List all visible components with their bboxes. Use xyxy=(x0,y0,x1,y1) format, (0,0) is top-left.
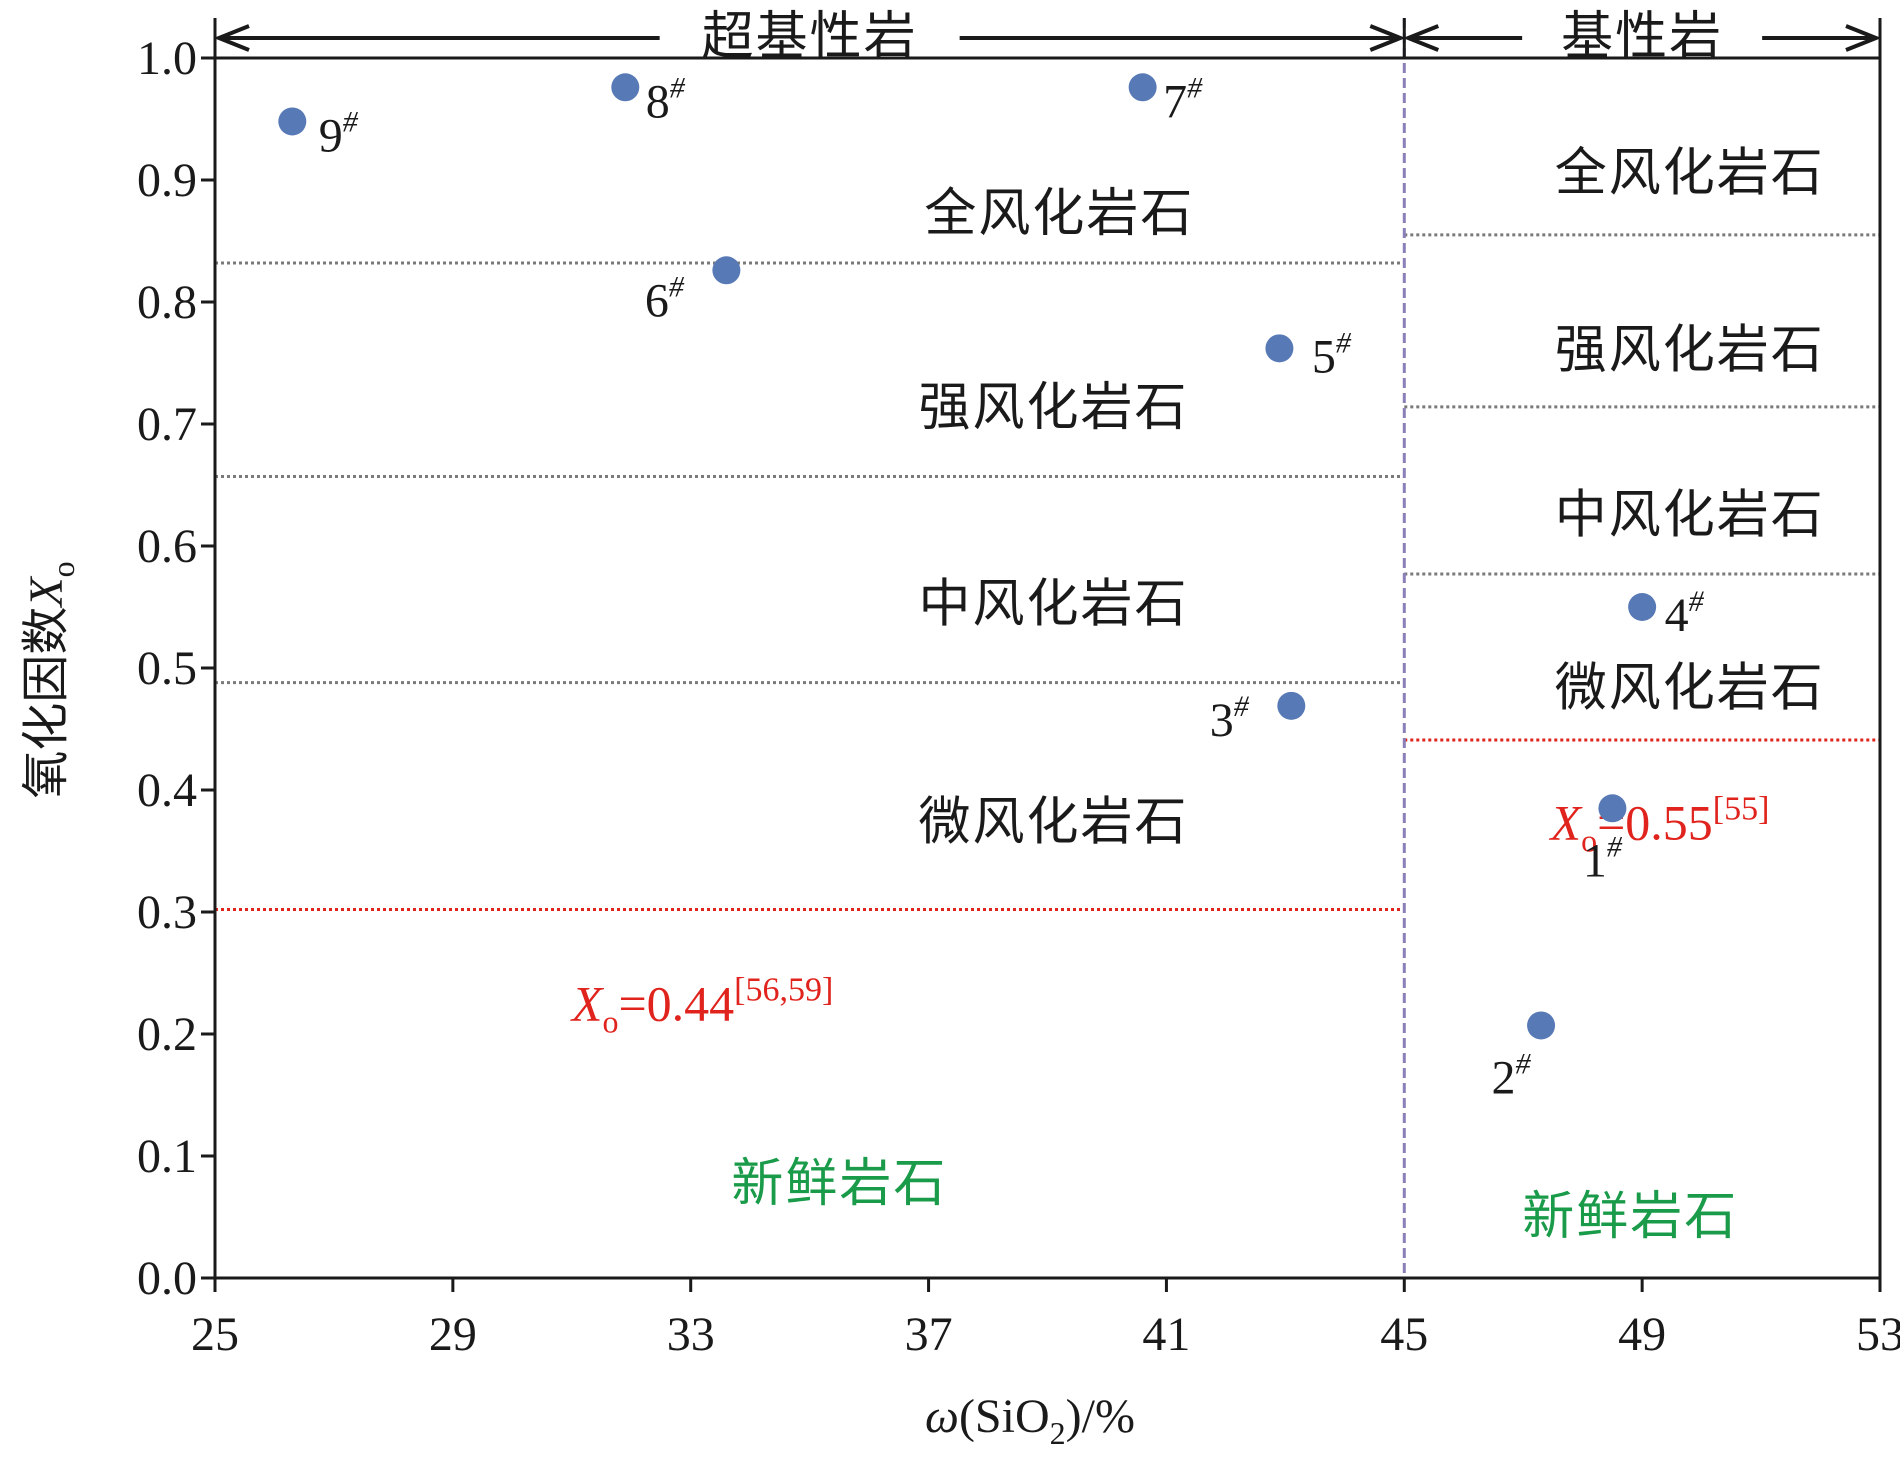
x-tick-label-45: 45 xyxy=(1380,1308,1428,1361)
group-arrowhead-left-1 xyxy=(213,24,250,52)
weathering-zone-label-3: 中风化岩石 xyxy=(918,574,1188,634)
y-axis-title: 氧化因数Xo xyxy=(20,561,81,798)
weathering-zone-label-1: 全风化岩石 xyxy=(924,184,1194,244)
x-axis-title: ω(SiO2)/% xyxy=(925,1390,1135,1451)
x-tick-label-33: 33 xyxy=(667,1308,715,1361)
y-tick-label-0.9: 0.9 xyxy=(137,154,197,207)
data-point-5 xyxy=(1265,334,1294,363)
data-point-4 xyxy=(1628,593,1657,621)
data-point-6 xyxy=(712,256,741,285)
data-point-label-8: 8# xyxy=(646,71,686,128)
weathering-zone-label-9: 微风化岩石 xyxy=(1555,659,1825,719)
data-point-label-6: 6# xyxy=(645,270,685,327)
fresh-zone-label-10: 新鲜岩石 xyxy=(1522,1187,1738,1247)
y-tick-label-1.0: 1.0 xyxy=(137,32,197,85)
data-point-8 xyxy=(611,73,640,102)
data-point-label-2: 2# xyxy=(1492,1047,1532,1104)
group-label-1: 超基性岩 xyxy=(702,7,918,67)
y-tick-label-0.3: 0.3 xyxy=(137,886,197,939)
data-point-label-3: 3# xyxy=(1210,690,1250,747)
y-tick-label-0.6: 0.6 xyxy=(137,520,197,573)
data-point-label-9: 9# xyxy=(319,105,359,162)
x-tick-label-25: 25 xyxy=(191,1308,239,1361)
group-arrowhead-left-2 xyxy=(1402,24,1440,52)
x-tick-label-41: 41 xyxy=(1142,1308,1190,1361)
y-tick-label-0.5: 0.5 xyxy=(137,642,197,695)
data-point-3 xyxy=(1277,691,1306,720)
x-tick-label-37: 37 xyxy=(905,1308,953,1361)
y-tick-label-0.2: 0.2 xyxy=(137,1008,197,1061)
x-tick-label-29: 29 xyxy=(429,1308,477,1361)
y-tick-label-0.8: 0.8 xyxy=(137,276,197,329)
data-point-9 xyxy=(278,107,307,136)
weathering-zone-label-8: 中风化岩石 xyxy=(1555,485,1825,545)
x-tick-label-53: 53 xyxy=(1856,1308,1900,1361)
data-point-label-7: 7# xyxy=(1163,71,1203,128)
y-tick-label-0.1: 0.1 xyxy=(137,1130,197,1183)
group-arrowhead-right-2 xyxy=(1845,24,1882,52)
threshold-label-1: Xo=0.44[56,59] xyxy=(570,971,833,1039)
data-point-2 xyxy=(1527,1011,1556,1040)
x-tick-label-49: 49 xyxy=(1618,1308,1666,1361)
data-point-1 xyxy=(1598,794,1627,823)
data-point-label-1: 1# xyxy=(1583,830,1623,887)
weathering-zone-label-2: 强风化岩石 xyxy=(918,378,1188,438)
data-point-label-4: 4# xyxy=(1665,585,1705,642)
fresh-zone-label-5: 新鲜岩石 xyxy=(731,1154,947,1214)
group-arrowhead-right-1 xyxy=(1369,24,1406,52)
threshold-label-2: Xo=0.55[55] xyxy=(1549,791,1770,859)
group-label-2: 基性岩 xyxy=(1561,7,1723,67)
y-tick-label-0.4: 0.4 xyxy=(137,764,197,817)
weathering-zone-label-4: 微风化岩石 xyxy=(918,793,1188,853)
y-tick-label-0.7: 0.7 xyxy=(137,398,197,451)
weathering-zone-label-7: 强风化岩石 xyxy=(1555,321,1825,381)
weathering-zone-label-6: 全风化岩石 xyxy=(1555,144,1825,204)
y-tick-label-0.0: 0.0 xyxy=(137,1252,197,1305)
data-point-7 xyxy=(1128,73,1157,102)
data-point-label-5: 5# xyxy=(1312,326,1352,383)
